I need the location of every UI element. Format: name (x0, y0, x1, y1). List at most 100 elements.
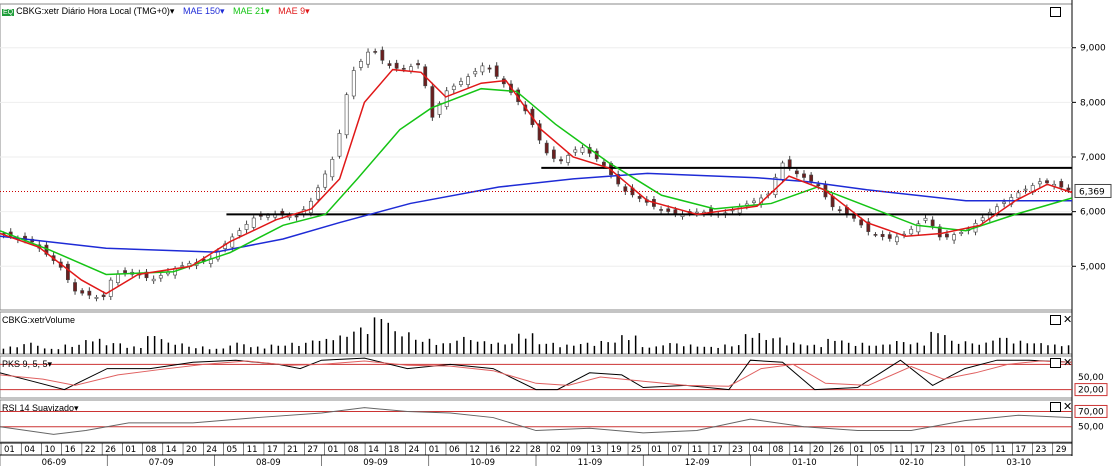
candle-body (158, 275, 163, 279)
candle-body (366, 51, 370, 65)
x-day-label: 28 (530, 445, 541, 455)
candle-body (1066, 187, 1071, 191)
volume-label[interactable]: CBKG:xetrVolume (2, 315, 76, 325)
candle-body (237, 230, 242, 236)
x-day-label: 05 (874, 445, 885, 455)
mae-21-line (0, 87, 1073, 276)
candle-body (895, 236, 899, 243)
candle-body (401, 68, 406, 70)
main-legend: EQ CBKG:xetr Diário Hora Local (TMG+0)▾ M… (2, 6, 310, 17)
x-day-label: 17 (267, 445, 278, 455)
chevron-down-icon[interactable]: ▾ (220, 6, 225, 16)
x-day-label: 04 (752, 445, 763, 455)
candle-body (416, 63, 420, 66)
x-day-label: 11 (692, 445, 703, 455)
candle-body (809, 174, 814, 182)
candle-body (230, 236, 235, 248)
legend-mae9[interactable]: MAE 9 (278, 6, 306, 16)
x-month-label: 10-09 (470, 458, 495, 468)
candle-body (880, 234, 885, 237)
maximize-icon[interactable] (1050, 358, 1061, 368)
candle-body (394, 62, 399, 69)
pks-legend[interactable]: PKS 9, 5, 5▾ (2, 359, 52, 370)
candle-body (180, 265, 185, 267)
candle-body (580, 147, 585, 153)
candle-body (116, 273, 120, 284)
symbol-label[interactable]: CBKG:xetr Diário Hora Local (TMG+0) (16, 6, 170, 16)
x-day-label: 14 (368, 445, 379, 455)
candle-body (387, 63, 392, 66)
candle-body (780, 162, 785, 180)
x-month-label: 01-10 (792, 458, 817, 468)
x-day-label: 08 (348, 445, 359, 455)
chevron-down-icon[interactable]: ▾ (74, 403, 79, 413)
x-day-label: 26 (833, 445, 844, 455)
volume-legend[interactable]: CBKG:xetrVolume (2, 315, 75, 325)
candle-body (616, 174, 621, 185)
maximize-icon[interactable] (1050, 315, 1061, 325)
mae-9-line (0, 68, 1073, 295)
candle-body (487, 67, 492, 70)
pks-tick-label: 20,00 (1078, 386, 1104, 396)
maximize-icon[interactable] (1050, 7, 1061, 17)
rsi-legend[interactable]: RSI 14 Suavizado▾ (2, 403, 79, 414)
x-day-label: 02 (550, 445, 561, 455)
candle-body (144, 271, 149, 279)
legend-mae150[interactable]: MAE 150 (182, 6, 220, 16)
chevron-down-icon[interactable]: ▾ (305, 6, 310, 16)
rsi-label[interactable]: RSI 14 Suavizado (2, 403, 75, 413)
x-day-label: 11 (247, 445, 258, 455)
pks-pane (0, 355, 1073, 399)
candle-body (459, 81, 463, 85)
x-day-label: 14 (793, 445, 804, 455)
candle-body (430, 86, 435, 118)
chevron-down-icon[interactable]: ▾ (47, 359, 53, 369)
close-icon[interactable]: ✕ (1063, 400, 1073, 413)
candle-body (1023, 188, 1028, 191)
candle-body (923, 217, 928, 221)
legend-mae21[interactable]: MAE 21 (233, 6, 266, 16)
candle-body (952, 234, 956, 241)
candle-body (294, 215, 299, 218)
x-day-label: 01 (4, 445, 15, 455)
candle-body (437, 103, 442, 115)
candle-body (108, 279, 113, 297)
x-day-label: 29 (1056, 445, 1067, 455)
close-icon[interactable]: ✕ (1063, 313, 1073, 326)
candle-body (694, 211, 699, 214)
candle-body (87, 290, 92, 296)
x-day-label: 09 (570, 445, 581, 455)
candle-body (244, 224, 249, 230)
candle-body (1002, 201, 1007, 204)
x-day-label: 01 (651, 445, 662, 455)
candle-body (930, 219, 935, 227)
chevron-down-icon[interactable]: ▾ (169, 6, 175, 16)
rsi-14-suavizado-line (0, 407, 1073, 435)
x-day-label: 16 (65, 445, 76, 455)
rsi-tick-label: 70,00 (1078, 407, 1104, 417)
close-icon[interactable]: ✕ (1063, 356, 1073, 369)
candle-body (887, 234, 892, 239)
price-tick-label: 7,000 (1080, 153, 1106, 163)
x-day-label: 05 (226, 445, 237, 455)
pks-level-box (1074, 383, 1108, 397)
x-day-label: 01 (125, 445, 136, 455)
candle-body (537, 123, 542, 141)
candle-body (316, 187, 320, 200)
price-tick-label: 5,000 (1080, 262, 1106, 272)
candle-body (473, 71, 478, 75)
x-day-label: 14 (166, 445, 177, 455)
candle-body (909, 228, 914, 235)
maximize-icon[interactable] (1050, 402, 1061, 412)
chevron-down-icon[interactable]: ▾ (265, 6, 270, 16)
pks-label[interactable]: PKS 9, 5, 5 (2, 359, 48, 369)
candle-body (323, 173, 328, 188)
last-price-box (1074, 183, 1112, 198)
x-month-label: 11-09 (578, 458, 603, 468)
candle-body (373, 51, 378, 53)
x-day-label: 04 (24, 445, 35, 455)
x-day-label: 11 (894, 445, 905, 455)
candle-body (308, 200, 313, 214)
candle-body (551, 149, 556, 159)
candle-body (94, 296, 99, 299)
